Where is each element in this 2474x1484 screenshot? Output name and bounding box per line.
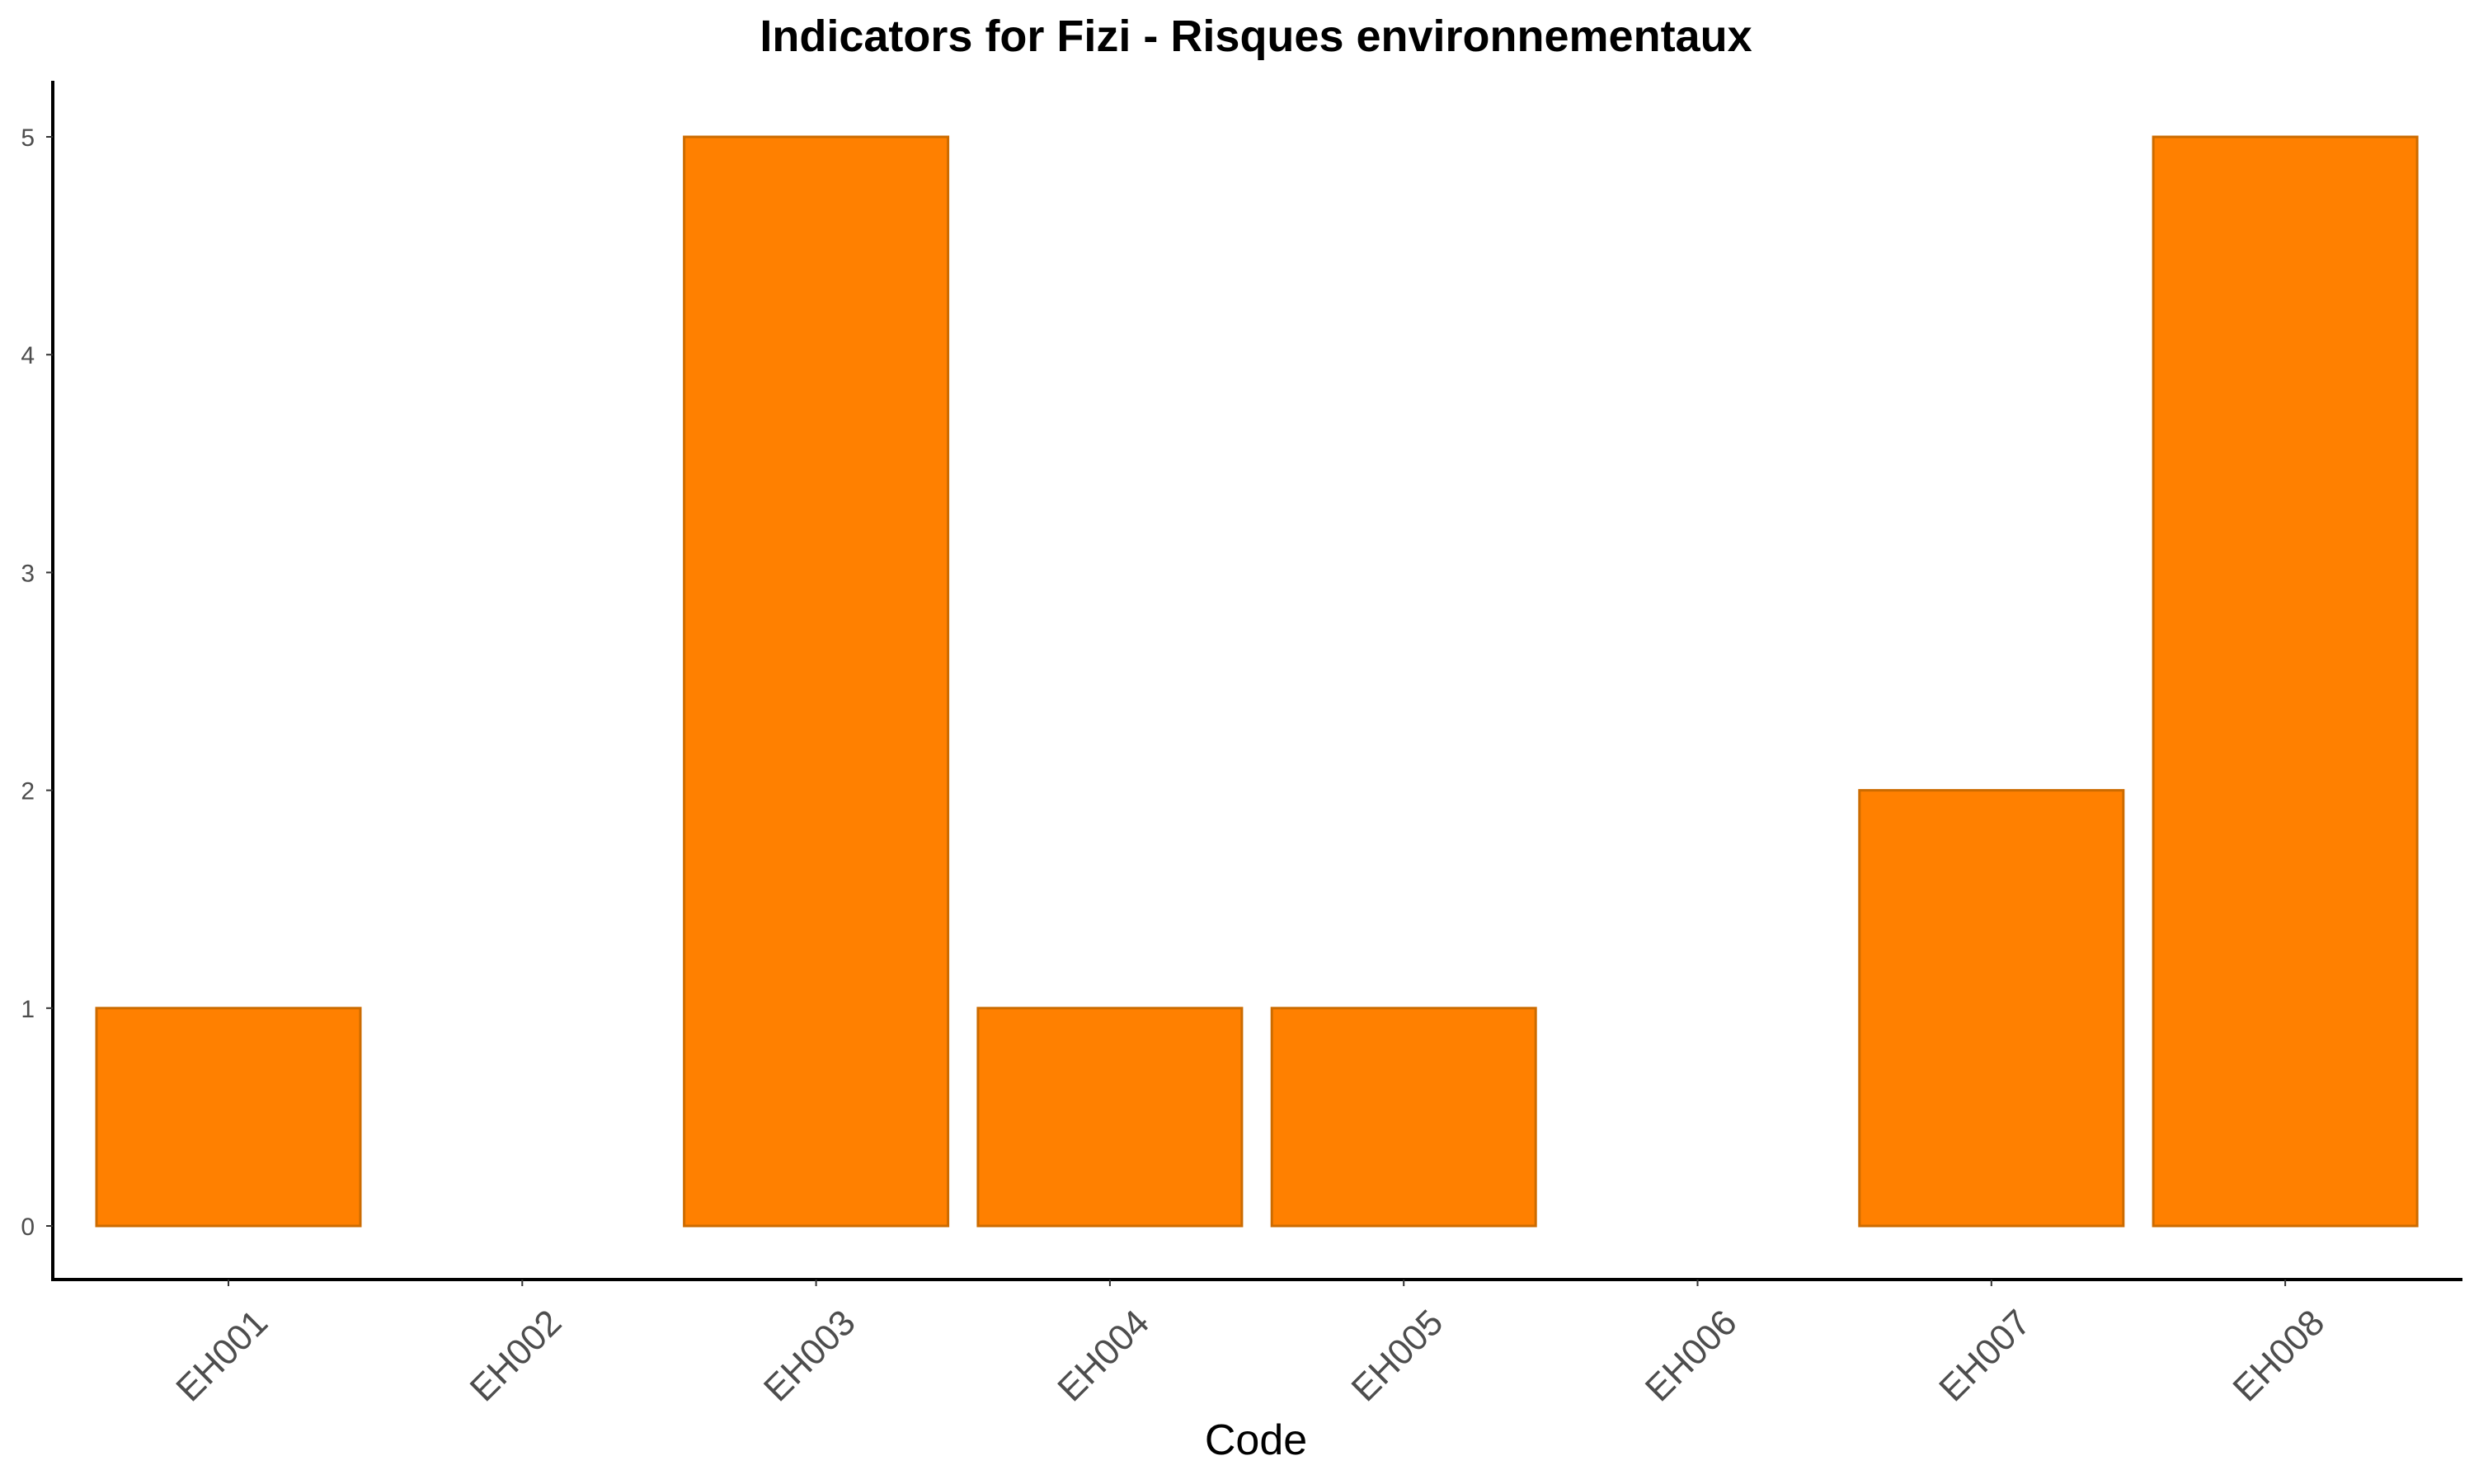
bars	[95, 135, 2419, 1228]
x-axis-label: Code	[1205, 1416, 1307, 1464]
x-tick-label: EH002	[463, 1302, 570, 1409]
bar-eh001	[95, 1007, 362, 1228]
bar-eh005	[1270, 1007, 1537, 1228]
x-axis-ticks: EH001 EH002 EH003 EH004 EH005 EH006 EH007 EH008	[168, 1280, 2332, 1409]
y-axis-ticks: 0 1 2 3 4 5	[21, 124, 53, 1241]
x-tick-label: EH003	[756, 1302, 863, 1409]
y-tick-label: 1	[21, 996, 35, 1023]
y-tick-label: 0	[21, 1214, 35, 1241]
x-tick-label: EH005	[1344, 1302, 1451, 1409]
bar-eh004	[976, 1007, 1244, 1228]
x-tick-label: EH006	[1638, 1302, 1745, 1409]
chart-title: Indicators for Fizi - Risques environnem…	[760, 12, 1752, 61]
x-tick-label: EH004	[1050, 1302, 1157, 1409]
x-tick-label: EH001	[168, 1302, 275, 1409]
x-tick-label: EH008	[2225, 1302, 2332, 1409]
bar-eh003	[683, 135, 950, 1228]
bar-eh007	[1858, 789, 2125, 1228]
y-tick-label: 2	[21, 778, 35, 805]
x-tick-label: EH007	[1931, 1302, 2039, 1409]
bar-eh008	[2152, 135, 2419, 1228]
y-tick-label: 3	[21, 560, 35, 587]
y-tick-label: 4	[21, 342, 35, 369]
y-tick-label: 5	[21, 124, 35, 152]
